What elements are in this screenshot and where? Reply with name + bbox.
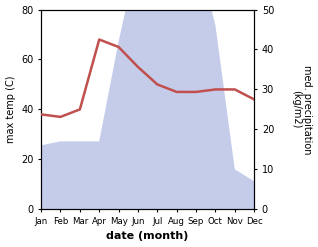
Y-axis label: med. precipitation
(kg/m2): med. precipitation (kg/m2) — [291, 65, 313, 154]
X-axis label: date (month): date (month) — [107, 231, 189, 242]
Y-axis label: max temp (C): max temp (C) — [5, 76, 16, 143]
